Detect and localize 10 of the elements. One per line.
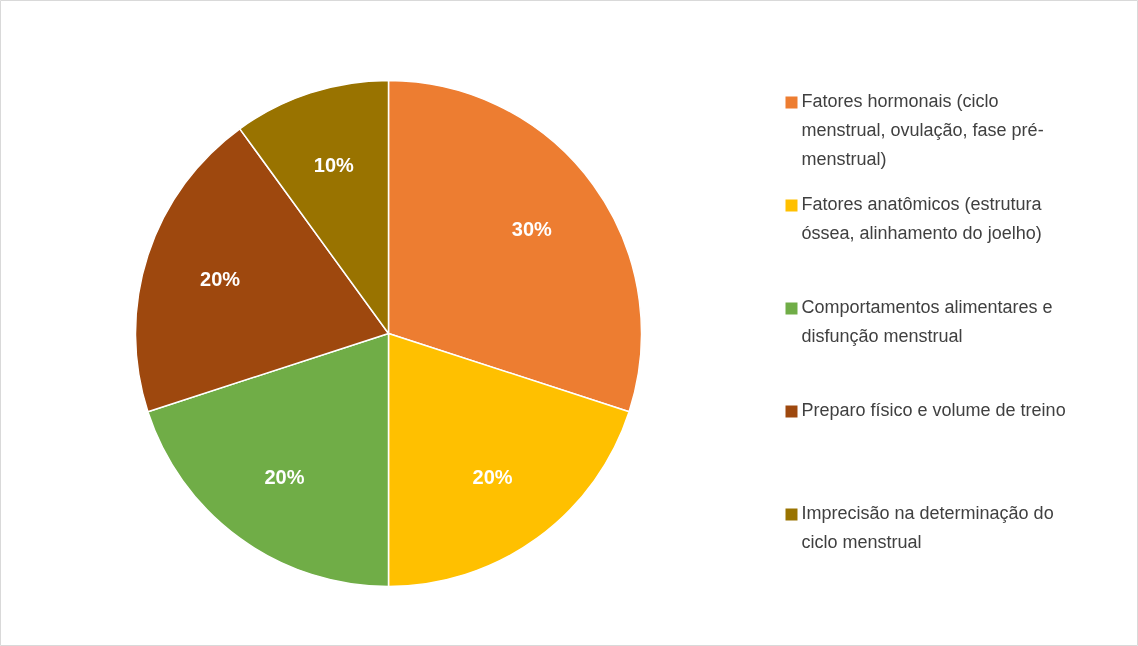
data-label: 20% [472, 465, 513, 488]
data-label: 30% [511, 218, 553, 241]
legend-label: Fatores hormonais (ciclo menstrual, ovulação, fase pré-menstrual) [801, 90, 1044, 169]
data-label: 10% [313, 154, 354, 177]
legend-label: Preparo físico e volume de treino [801, 399, 1066, 420]
legend-label: Imprecisão na determinação do ciclo menstrual [801, 502, 1054, 552]
data-label: 20% [200, 267, 241, 290]
legend-label: Comportamentos alimentares e disfunção menstrual [801, 296, 1053, 346]
legend-label: Fatores anatômicos (estrutura óssea, alinhamento do joelho) [801, 193, 1043, 243]
data-label: 20% [264, 465, 305, 488]
